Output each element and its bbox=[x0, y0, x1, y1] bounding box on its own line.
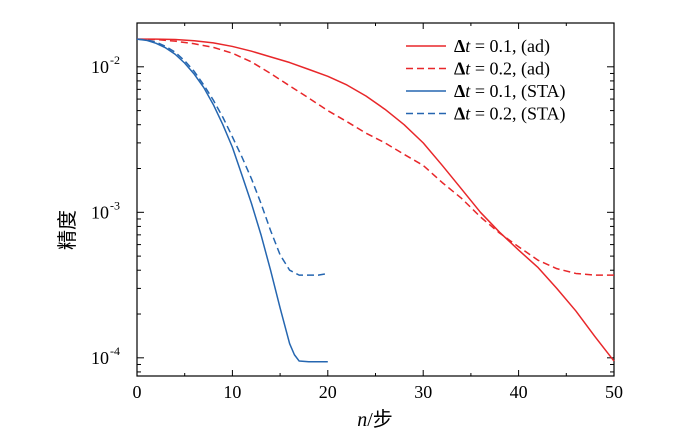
y-tick-base: 10 bbox=[91, 57, 109, 77]
x-tick-label: 0 bbox=[133, 382, 142, 402]
x-axis: 0 10 20 30 40 50 bbox=[133, 23, 623, 402]
y-tick-label: 10 bbox=[91, 57, 109, 77]
x-tick-label: 30 bbox=[414, 382, 432, 402]
x-axis-label: n/步 bbox=[357, 408, 393, 431]
y-tick-label: 10 bbox=[91, 202, 109, 222]
x-tick-label: 40 bbox=[510, 382, 528, 402]
legend-label-1: Δt = 0.2, (ad) bbox=[454, 59, 550, 80]
x-tick-label: 20 bbox=[319, 382, 337, 402]
legend: Δt = 0.1, (ad)Δt = 0.2, (ad)Δt = 0.1, (S… bbox=[406, 36, 566, 125]
y-axis: 10-210-310-4 bbox=[91, 22, 614, 373]
x-axis-label-variable: n bbox=[357, 409, 367, 431]
y-axis-label: 精度 bbox=[56, 210, 79, 250]
legend-label-0: Δt = 0.1, (ad) bbox=[454, 36, 550, 57]
y-tick-exponent: -4 bbox=[110, 344, 120, 358]
series-line-1 bbox=[136, 38, 614, 276]
legend-label-2: Δt = 0.1, (STA) bbox=[454, 81, 566, 102]
series-line-2 bbox=[136, 38, 328, 363]
y-tick-exponent: -3 bbox=[110, 198, 120, 212]
y-tick-label: 10 bbox=[91, 348, 109, 368]
x-tick-label: 10 bbox=[223, 382, 241, 402]
series-layer bbox=[136, 38, 615, 363]
y-tick-exponent: -2 bbox=[110, 53, 120, 67]
x-tick-label: 50 bbox=[605, 382, 623, 402]
series-line-0 bbox=[137, 38, 615, 362]
x-axis-label-unit: /步 bbox=[367, 408, 393, 431]
y-tick-base: 10 bbox=[91, 348, 109, 368]
y-tick-base: 10 bbox=[91, 202, 109, 222]
legend-label-3: Δt = 0.2, (STA) bbox=[454, 104, 566, 125]
series-line-3 bbox=[136, 38, 328, 276]
